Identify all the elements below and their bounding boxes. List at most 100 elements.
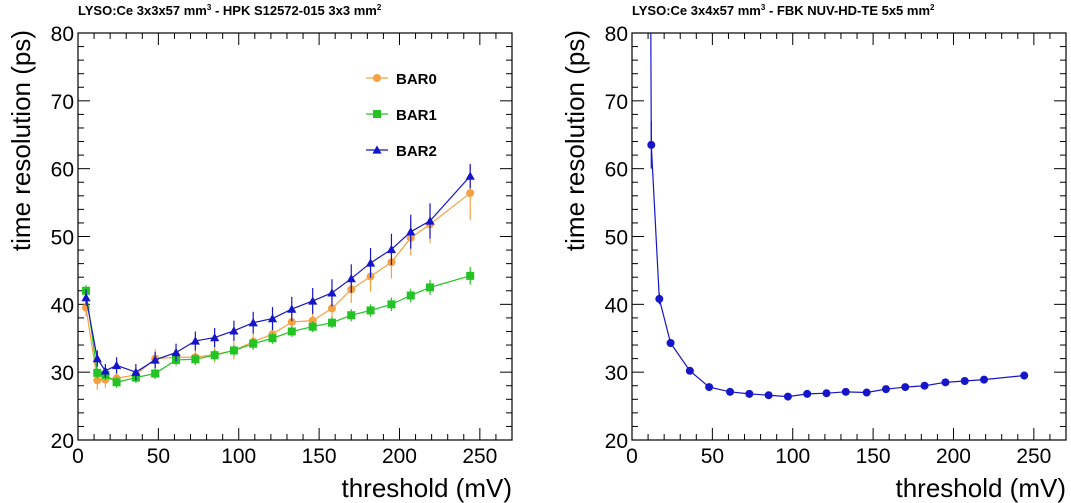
data-point — [191, 355, 200, 364]
data-point — [655, 294, 664, 303]
x-tick-label: 0 — [72, 445, 84, 468]
y-tick-label: 50 — [605, 227, 628, 250]
data-point — [287, 317, 296, 326]
data-point — [81, 292, 91, 302]
x-tick-label: 150 — [302, 445, 337, 468]
x-axis-label: threshold (mV) — [342, 473, 513, 503]
chart-title: LYSO:Ce 3x3x57 mm3 - HPK S12572-015 3x3 … — [78, 3, 382, 18]
x-tick-label: 150 — [856, 445, 891, 468]
y-tick-label: 80 — [51, 23, 74, 46]
plot-frame — [631, 32, 1067, 441]
data-point — [131, 367, 141, 376]
data-point — [764, 391, 773, 400]
x-tick-label: 100 — [221, 445, 256, 468]
data-point — [881, 385, 890, 394]
data-point — [841, 387, 850, 396]
data-point — [308, 316, 317, 325]
x-tick-label: 200 — [382, 445, 417, 468]
legend: BAR0 BAR1 BAR2 — [366, 71, 437, 160]
y-tick-label: 30 — [605, 362, 628, 385]
data-point — [980, 375, 989, 384]
series-line — [650, 33, 1025, 398]
data-point — [406, 227, 416, 236]
data-point — [150, 355, 160, 364]
data-point — [248, 318, 258, 327]
data-point — [327, 304, 336, 313]
chart-title: LYSO:Ce 3x4x57 mm3 - FBK NUV-HD-TE 5x5 m… — [632, 3, 935, 18]
data-point — [941, 378, 950, 387]
data-point — [190, 336, 200, 345]
data-point — [426, 283, 435, 292]
y-tick-label: 40 — [51, 294, 74, 317]
data-point — [267, 313, 278, 323]
data-point — [268, 334, 277, 343]
data-point — [373, 110, 381, 118]
y-tick-label: 20 — [605, 430, 628, 453]
x-tick-label: 250 — [1016, 445, 1051, 468]
data-point — [745, 389, 754, 398]
series-area — [647, 33, 1029, 401]
y-axis-label: time resolution (ps) — [560, 30, 590, 251]
x-tick-label: 100 — [775, 445, 810, 468]
data-point — [210, 332, 220, 342]
y-tick-label: 60 — [605, 159, 628, 182]
data-point — [372, 145, 382, 154]
data-point — [666, 338, 675, 347]
data-point — [365, 258, 376, 267]
y-tick-label: 80 — [605, 23, 628, 46]
x-tick-label: 250 — [462, 445, 497, 468]
data-point — [386, 244, 397, 254]
data-point — [726, 387, 735, 396]
legend-label: BAR1 — [396, 107, 437, 124]
y-axis-label: time resolution (ps) — [6, 30, 36, 251]
data-point — [466, 189, 475, 198]
data-point — [93, 376, 102, 385]
data-point — [347, 311, 356, 320]
data-point — [151, 369, 160, 378]
data-point — [249, 339, 258, 348]
data-point — [327, 288, 337, 297]
data-point — [171, 347, 181, 357]
legend-label: BAR2 — [396, 143, 437, 160]
data-point — [862, 388, 871, 397]
x-tick-label: 0 — [626, 445, 638, 468]
data-point — [406, 291, 415, 300]
y-tick-label: 30 — [51, 362, 74, 385]
data-point — [803, 389, 812, 398]
data-point — [1020, 371, 1029, 380]
data-point — [647, 140, 656, 149]
y-tick-label: 20 — [51, 430, 74, 453]
data-point — [425, 216, 435, 225]
data-point — [327, 318, 336, 327]
data-point — [901, 383, 910, 392]
data-point — [366, 306, 375, 315]
data-point — [308, 322, 317, 331]
data-point — [229, 326, 239, 335]
data-point — [229, 346, 238, 355]
chart-right: LYSO:Ce 3x4x57 mm3 - FBK NUV-HD-TE 5x5 m… — [560, 3, 1067, 503]
y-tick-label: 70 — [51, 91, 74, 114]
x-tick-label: 50 — [701, 445, 724, 468]
data-point — [705, 383, 714, 392]
data-point — [93, 368, 102, 377]
data-point — [111, 360, 122, 370]
data-point — [92, 354, 102, 363]
series-line — [85, 192, 471, 381]
data-point — [210, 351, 219, 360]
data-point — [685, 366, 694, 375]
data-point — [346, 273, 356, 283]
data-point — [822, 389, 831, 398]
data-point — [920, 381, 929, 390]
x-tick-label: 50 — [147, 445, 170, 468]
chart-left: LYSO:Ce 3x3x57 mm3 - HPK S12572-015 3x3 … — [6, 3, 513, 503]
data-point — [308, 296, 318, 305]
y-tick-label: 40 — [605, 294, 628, 317]
data-point — [466, 271, 475, 280]
data-point — [387, 300, 396, 309]
data-point — [100, 366, 110, 375]
data-point — [465, 171, 475, 180]
y-tick-label: 70 — [605, 91, 628, 114]
y-tick-label: 50 — [51, 227, 74, 250]
y-tick-label: 60 — [51, 159, 74, 182]
